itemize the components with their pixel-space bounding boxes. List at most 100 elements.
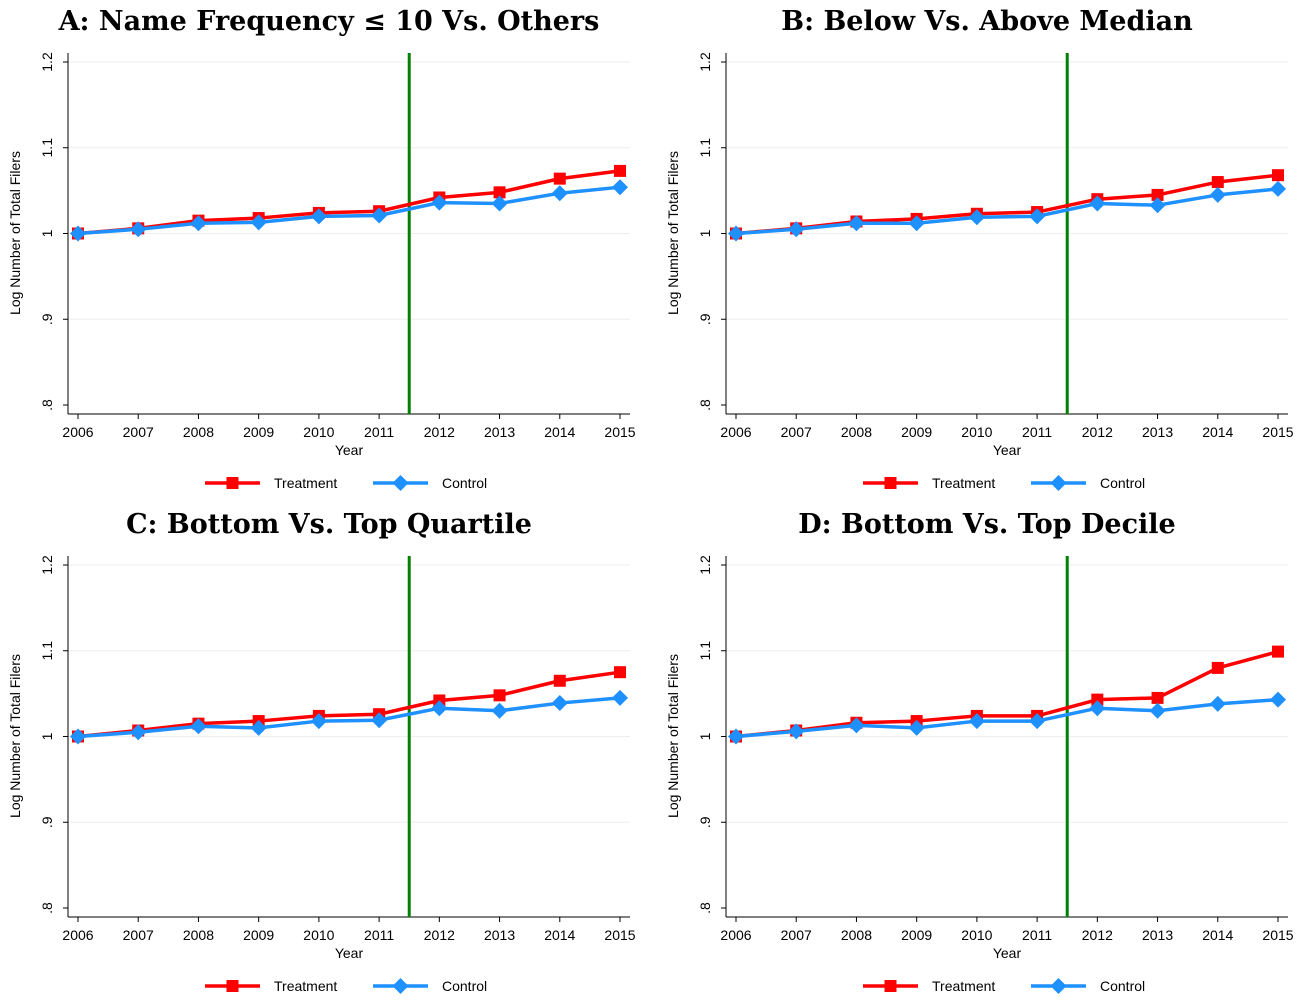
x-axis-label: Year	[993, 945, 1022, 961]
x-tick-label: 2006	[720, 424, 751, 440]
y-tick-label: 1.1	[39, 641, 55, 661]
y-tick-label: 1.2	[697, 52, 713, 72]
series-line-treatment	[735, 173, 1279, 236]
point-control	[1149, 197, 1166, 214]
legend-marker-treatment	[226, 980, 239, 992]
y-tick-label: .8	[39, 399, 55, 411]
x-tick-label: 2014	[1202, 424, 1233, 440]
point-control	[788, 221, 805, 238]
x-tick-label: 2009	[243, 927, 274, 943]
x-tick-label: 2014	[544, 424, 575, 440]
point-control	[310, 713, 327, 730]
y-tick-label: 1	[697, 229, 713, 237]
x-tick-label: 2012	[424, 927, 455, 943]
chart-panel-b: B: Below Vs. Above Median .8 .9 1 1.1 1.2 Log …	[658, 0, 1316, 503]
x-axis-label: Year	[993, 442, 1022, 458]
point-treatment	[1211, 176, 1224, 189]
point-treatment	[614, 666, 626, 679]
point-treatment	[1272, 645, 1284, 658]
point-control	[1149, 702, 1166, 719]
x-tick-label: 2011	[364, 424, 394, 440]
point-control	[908, 215, 925, 232]
y-tick-label: .9	[39, 313, 55, 325]
point-treatment	[1211, 661, 1224, 674]
point-treatment	[493, 689, 506, 702]
y-tick-label: 1.2	[39, 52, 55, 72]
point-control	[728, 728, 744, 745]
x-tick-label: 2007	[123, 927, 154, 943]
x-tick-label: 2006	[62, 927, 93, 943]
y-tick-label: 1.2	[39, 555, 55, 575]
x-tick-label: 2015	[604, 927, 635, 943]
point-control	[848, 717, 865, 734]
legend-marker-treatment	[884, 980, 897, 992]
point-control	[130, 724, 147, 741]
legend-label-treatment: Treatment	[274, 475, 337, 491]
point-control	[968, 209, 985, 226]
point-control	[70, 225, 86, 242]
chart-svg: D: Bottom Vs. Top Decile .8 .9 1 1.1 1.2 Log N…	[665, 509, 1294, 994]
x-tick-label: 2008	[183, 424, 214, 440]
point-control	[1209, 695, 1226, 712]
y-tick-label: .8	[697, 399, 713, 411]
x-tick-label: 2006	[720, 927, 751, 943]
x-tick-label: 2011	[364, 927, 394, 943]
legend-label-treatment: Treatment	[932, 475, 995, 491]
point-treatment	[493, 186, 506, 199]
point-control	[848, 215, 865, 232]
point-control	[431, 700, 448, 717]
point-control	[491, 195, 508, 212]
legend-label-control: Control	[1100, 978, 1145, 994]
series-line-treatment	[77, 169, 621, 236]
point-control	[310, 208, 327, 225]
point-control	[130, 221, 147, 238]
point-treatment	[1151, 188, 1164, 201]
x-tick-label: 2009	[901, 927, 932, 943]
x-tick-label: 2008	[841, 927, 872, 943]
point-control	[612, 689, 628, 706]
y-tick-label: 1.2	[697, 555, 713, 575]
chart-svg: A: Name Frequency ≤ 10 Vs. Others .8 .9 1 1.…	[7, 6, 636, 491]
point-treatment	[1151, 691, 1164, 704]
x-tick-label: 2007	[781, 424, 812, 440]
y-tick-label: 1	[39, 732, 55, 740]
point-control	[551, 185, 568, 202]
y-tick-label: 1.1	[39, 138, 55, 158]
legend-marker-treatment	[226, 477, 239, 489]
x-tick-label: 2012	[1082, 424, 1113, 440]
point-control	[1089, 700, 1106, 717]
x-tick-label: 2011	[1022, 424, 1052, 440]
chart-panel-a: A: Name Frequency ≤ 10 Vs. Others .8 .9 1 1.…	[0, 0, 658, 503]
legend-marker-control	[392, 978, 409, 994]
series-line-treatment	[735, 649, 1279, 739]
point-control	[908, 719, 925, 736]
point-control	[250, 214, 267, 231]
point-treatment	[1272, 169, 1284, 182]
series-line-treatment	[77, 670, 621, 739]
x-tick-label: 2008	[841, 424, 872, 440]
x-tick-label: 2007	[781, 927, 812, 943]
legend-label-control: Control	[442, 475, 487, 491]
chart-title: D: Bottom Vs. Top Decile	[798, 509, 1176, 540]
x-tick-label: 2015	[604, 424, 635, 440]
x-tick-label: 2006	[62, 424, 93, 440]
series-line-control	[735, 697, 1279, 739]
x-tick-label: 2015	[1262, 927, 1293, 943]
point-treatment	[1091, 693, 1104, 706]
x-tick-label: 2013	[1142, 424, 1173, 440]
y-axis-label: Log Number of Total Filers	[7, 151, 23, 315]
series-line-control	[77, 696, 621, 739]
x-tick-label: 2015	[1262, 424, 1293, 440]
legend-marker-control	[392, 475, 409, 491]
chart-svg: C: Bottom Vs. Top Quartile .8 .9 1 1.1 1.2 Log…	[7, 509, 636, 994]
point-control	[371, 712, 388, 729]
point-control	[788, 723, 805, 740]
x-tick-label: 2010	[303, 927, 334, 943]
legend-label-treatment: Treatment	[274, 978, 337, 994]
legend-marker-control	[1050, 978, 1067, 994]
legend-marker-treatment	[884, 477, 897, 489]
point-control	[612, 179, 628, 196]
series-line-control	[77, 185, 621, 236]
x-tick-label: 2012	[424, 424, 455, 440]
point-control	[190, 718, 207, 735]
